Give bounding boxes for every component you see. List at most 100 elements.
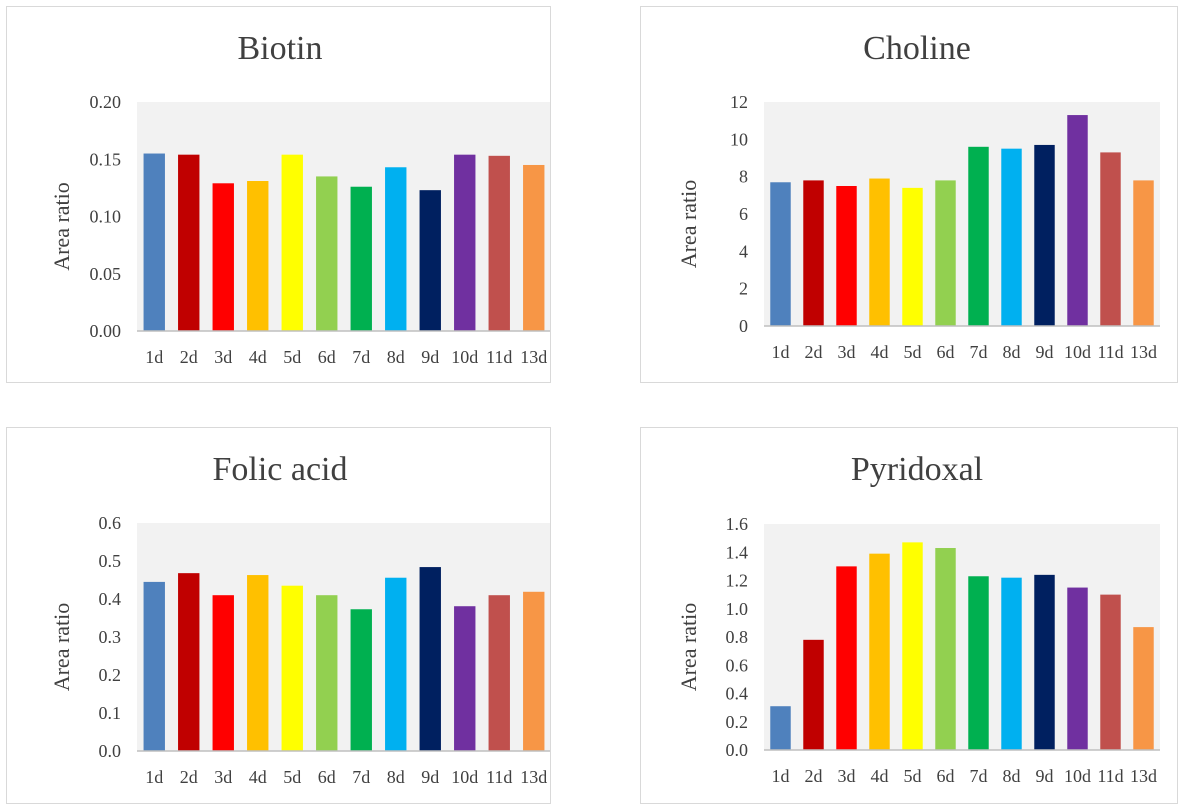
x-tick-label: 11d <box>486 767 512 787</box>
bar-13d <box>523 164 545 331</box>
bar-3d <box>212 595 234 751</box>
x-tick-label: 7d <box>352 347 370 367</box>
y-axis-label: Area ratio <box>49 182 74 271</box>
y-tick-label: 0.4 <box>726 684 749 704</box>
bar-10d <box>454 606 476 751</box>
chart-svg-folic-acid: Folic acid 0.0 0.1 0.2 0.3 0.4 0.5 0.6 Area rati… <box>49 451 550 787</box>
x-tick-label: 9d <box>421 767 439 787</box>
x-tick-label: 8d <box>1003 766 1021 786</box>
bar-1d <box>770 182 791 326</box>
bar-5d <box>902 542 923 750</box>
y-tick-label: 4 <box>739 241 748 261</box>
bar-2d <box>803 180 824 326</box>
y-tick-label: 0.05 <box>90 264 122 284</box>
y-axis-label: Area ratio <box>676 180 701 269</box>
x-tick-label: 13d <box>520 767 547 787</box>
chart-svg-choline: Choline 0 2 4 6 8 10 12 Area ratio 1d 2d 3d 4d 5d 6d 7d… <box>676 30 1160 362</box>
bar-6d <box>316 595 338 751</box>
bar-4d <box>247 181 269 331</box>
bar-1d <box>143 581 165 751</box>
x-tick-label: 6d <box>318 767 336 787</box>
x-tick-label: 9d <box>421 347 439 367</box>
x-tick-label: 10d <box>1064 766 1091 786</box>
x-tick-label: 10d <box>451 767 478 787</box>
y-axis-label: Area ratio <box>49 603 74 692</box>
y-tick-label: 8 <box>739 167 748 187</box>
x-tick-label: 1d <box>145 767 163 787</box>
x-tick-label: 13d <box>1130 766 1157 786</box>
chart-title: Biotin <box>237 30 322 67</box>
y-tick-label: 0.4 <box>99 589 122 609</box>
bar-9d <box>1034 144 1055 326</box>
bar-7d <box>350 609 372 751</box>
chart-svg-pyridoxal: Pyridoxal 0.0 0.2 0.4 0.6 0.8 1.0 1.2 1.4 1.6 Area… <box>676 451 1160 786</box>
bar-7d <box>968 576 989 750</box>
bar-8d <box>1001 148 1022 326</box>
bar-13d <box>1133 627 1154 750</box>
chart-svg-biotin: Biotin 0.00 0.05 0.10 0.15 0.20 Area ratio 1d 2d… <box>49 30 550 367</box>
bar-2d <box>178 573 200 751</box>
x-tick-label: 2d <box>805 342 823 362</box>
bar-7d <box>968 146 989 326</box>
x-tick-label: 8d <box>387 767 405 787</box>
plot-area <box>137 102 550 331</box>
x-tick-label: 8d <box>1003 342 1021 362</box>
bar-9d <box>419 190 441 331</box>
chart-panel-choline: Choline 0 2 4 6 8 10 12 Area ratio 1d 2d 3d 4d 5d 6d 7d… <box>640 6 1178 383</box>
x-tick-label: 7d <box>352 767 370 787</box>
chart-panel-biotin: Biotin 0.00 0.05 0.10 0.15 0.20 Area ratio 1d 2d… <box>6 6 551 383</box>
x-tick-label: 6d <box>937 766 955 786</box>
bar-9d <box>1034 574 1055 750</box>
plot-area <box>137 523 550 751</box>
y-tick-label: 10 <box>730 129 748 149</box>
bar-2d <box>178 154 200 331</box>
bar-7d <box>350 186 372 331</box>
y-tick-label: 2 <box>739 279 748 299</box>
y-tick-label: 0.10 <box>90 207 122 227</box>
x-tick-label: 5d <box>904 766 922 786</box>
bar-9d <box>419 567 441 751</box>
x-tick-label: 11d <box>486 347 512 367</box>
bar-3d <box>212 183 234 331</box>
bar-13d <box>523 591 545 751</box>
bar-4d <box>869 553 890 750</box>
x-tick-label: 6d <box>318 347 336 367</box>
y-tick-label: 0.5 <box>99 551 122 571</box>
x-tick-label: 1d <box>145 347 163 367</box>
bar-8d <box>385 167 407 331</box>
x-tick-label: 10d <box>451 347 478 367</box>
bar-10d <box>1067 115 1088 326</box>
x-tick-label: 6d <box>937 342 955 362</box>
x-tick-label: 2d <box>805 766 823 786</box>
y-tick-label: 1.4 <box>726 542 749 562</box>
y-tick-label: 0.00 <box>90 321 122 341</box>
x-tick-label: 8d <box>387 347 405 367</box>
bar-6d <box>935 180 956 326</box>
x-tick-label: 4d <box>249 347 267 367</box>
x-tick-label: 3d <box>214 347 232 367</box>
bar-1d <box>770 706 791 750</box>
x-tick-label: 4d <box>249 767 267 787</box>
x-tick-label: 4d <box>871 766 889 786</box>
bar-6d <box>316 176 338 331</box>
x-tick-label: 10d <box>1064 342 1091 362</box>
y-tick-label: 0.1 <box>99 703 122 723</box>
bar-11d <box>1100 152 1121 326</box>
bar-8d <box>1001 577 1022 750</box>
y-tick-label: 0.15 <box>90 149 122 169</box>
x-tick-label: 5d <box>283 347 301 367</box>
y-tick-label: 0.6 <box>726 655 749 675</box>
y-tick-label: 1.6 <box>726 514 749 534</box>
x-tick-label: 13d <box>1130 342 1157 362</box>
bar-10d <box>1067 587 1088 750</box>
x-tick-label: 1d <box>772 766 790 786</box>
x-tick-label: 9d <box>1036 766 1054 786</box>
x-tick-label: 13d <box>520 347 547 367</box>
chart-title: Pyridoxal <box>851 451 983 488</box>
y-tick-label: 0.3 <box>99 627 122 647</box>
y-tick-label: 0.0 <box>726 740 749 760</box>
bar-11d <box>1100 594 1121 750</box>
y-tick-label: 12 <box>730 92 748 112</box>
chart-panel-folic-acid: Folic acid 0.0 0.1 0.2 0.3 0.4 0.5 0.6 Area rati… <box>6 427 551 804</box>
bar-11d <box>488 595 510 751</box>
